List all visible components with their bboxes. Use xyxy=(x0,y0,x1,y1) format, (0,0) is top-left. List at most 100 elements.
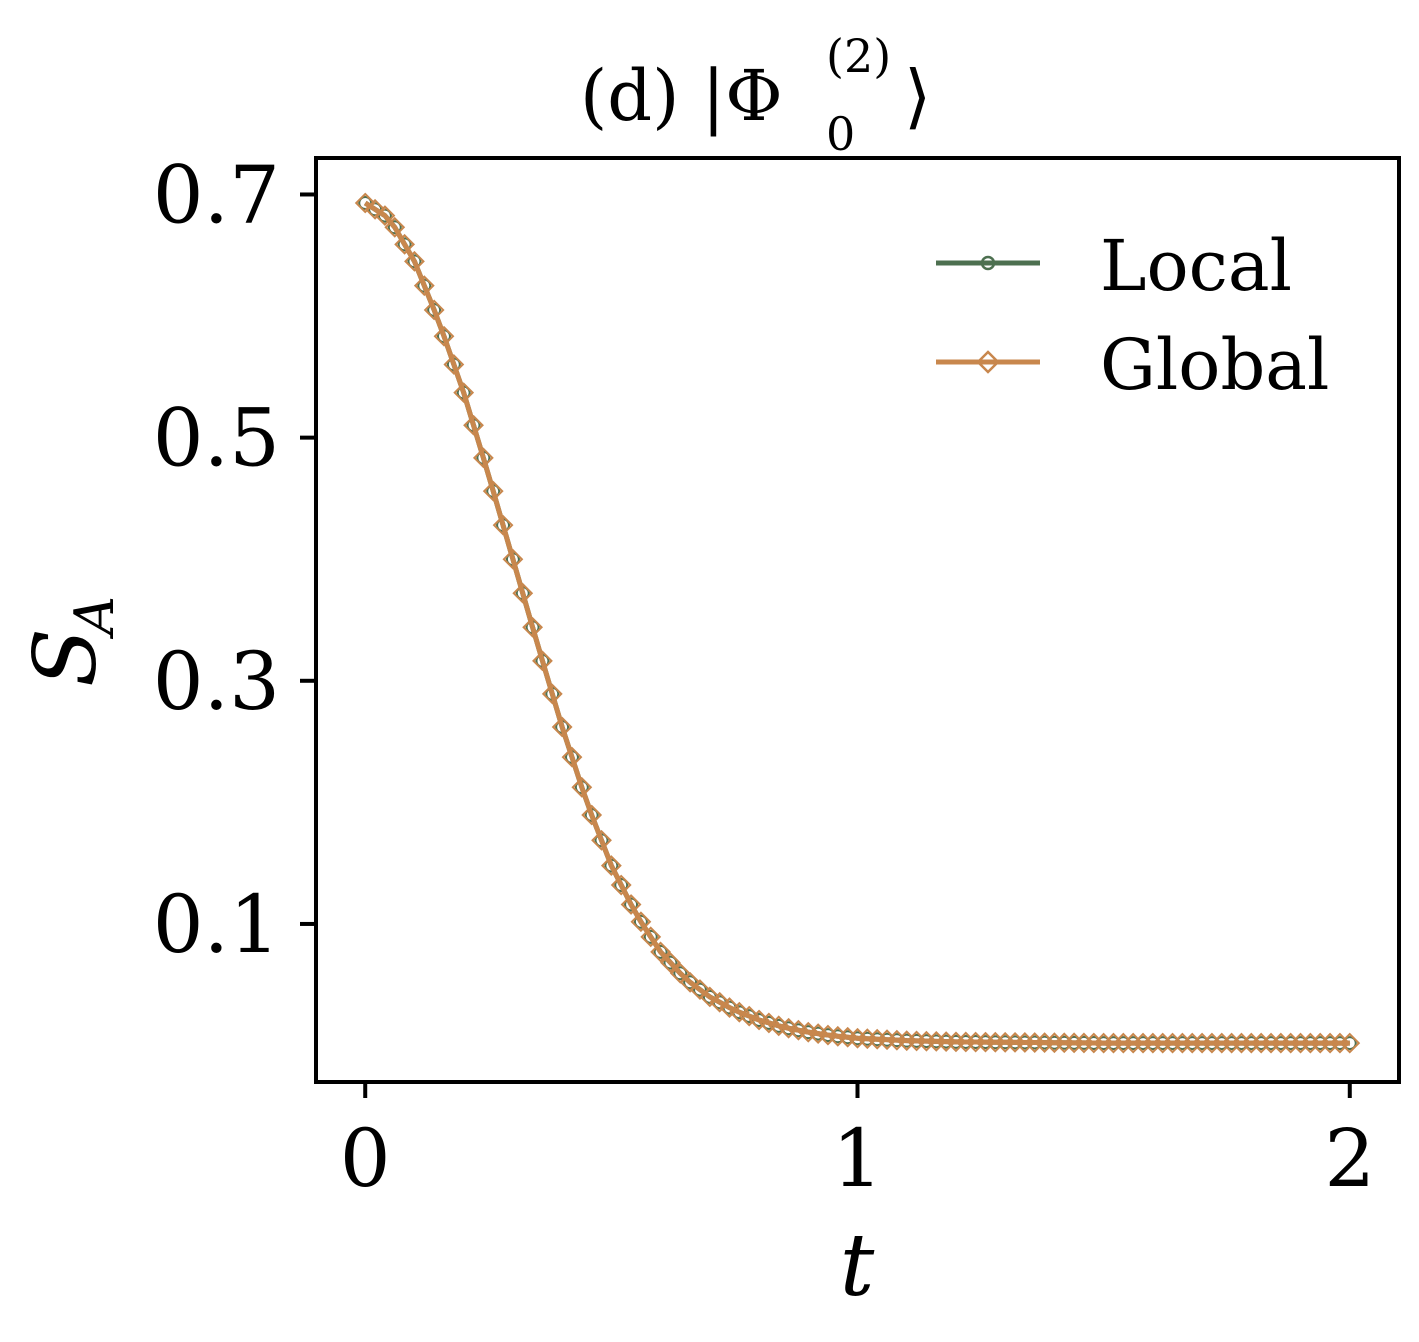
data-point-global xyxy=(364,198,386,220)
data-point-global xyxy=(1339,1032,1361,1054)
data-point-global xyxy=(541,683,563,705)
data-point-global xyxy=(600,855,622,877)
series-layer xyxy=(354,192,1361,1054)
data-point-global xyxy=(522,616,544,638)
data-point-global xyxy=(463,414,484,436)
data-point-global xyxy=(1171,1032,1193,1054)
data-point-global xyxy=(709,991,731,1013)
data-point-global xyxy=(1309,1032,1331,1054)
data-point-global xyxy=(1181,1032,1203,1054)
chart-title-superscript: (2) xyxy=(826,29,891,83)
y-axis-label: S A xyxy=(16,596,126,687)
data-point-global xyxy=(689,979,711,1001)
data-point-global xyxy=(1152,1032,1174,1054)
data-point-global xyxy=(610,874,632,896)
data-point-global xyxy=(650,941,672,963)
data-point-global xyxy=(955,1031,977,1053)
data-point-global xyxy=(404,250,425,272)
x-axis-ticks: 0 1 2 xyxy=(340,1082,1375,1205)
data-point-global xyxy=(679,971,701,993)
data-point-global xyxy=(394,233,416,255)
legend-marker-global xyxy=(976,350,1000,374)
legend-item-local: Local xyxy=(936,225,1292,307)
data-point-global xyxy=(1122,1032,1144,1054)
data-point-global xyxy=(1103,1032,1124,1054)
data-point-global xyxy=(1162,1032,1183,1054)
data-point-global xyxy=(1024,1032,1046,1053)
data-point-global xyxy=(1329,1032,1351,1054)
data-point-global xyxy=(1290,1032,1311,1054)
data-point-global xyxy=(443,354,465,375)
y-tick-label: 0.1 xyxy=(153,878,280,971)
data-point-global xyxy=(532,650,553,672)
data-point-global xyxy=(896,1030,918,1052)
x-tick-label: 1 xyxy=(832,1112,883,1205)
data-point-global xyxy=(1201,1032,1223,1054)
data-point-global xyxy=(374,205,396,227)
data-point-global xyxy=(620,894,642,915)
data-point-global xyxy=(1299,1032,1321,1054)
data-point-global xyxy=(453,382,475,404)
data-point-global xyxy=(856,1028,878,1050)
data-point-global xyxy=(561,746,583,768)
data-point-global xyxy=(1142,1032,1164,1054)
data-point-global xyxy=(965,1031,987,1053)
data-point-global xyxy=(699,986,721,1008)
legend-marker-local xyxy=(980,255,996,271)
data-point-global xyxy=(1260,1032,1282,1054)
data-point-global xyxy=(354,192,376,214)
chart-title-prefix: (d) |Φ xyxy=(580,55,783,137)
data-point-global xyxy=(482,480,504,502)
data-point-global xyxy=(1280,1032,1302,1054)
data-point-global xyxy=(738,1005,760,1027)
data-point-global xyxy=(1063,1032,1085,1054)
data-point-global xyxy=(423,299,445,321)
data-point-global xyxy=(719,997,740,1019)
data-point-global xyxy=(1083,1032,1105,1054)
data-point-global xyxy=(1240,1032,1262,1054)
legend: Local Global xyxy=(936,225,1329,406)
y-axis-label-main: S xyxy=(16,628,116,687)
y-tick-label: 0.3 xyxy=(153,635,280,728)
data-point-global xyxy=(571,776,593,798)
data-point-global xyxy=(630,911,652,933)
data-point-global xyxy=(1053,1032,1075,1054)
data-point-global xyxy=(1211,1032,1233,1054)
data-point-global xyxy=(1191,1032,1213,1054)
data-point-global xyxy=(1073,1032,1095,1054)
data-point-global xyxy=(492,514,514,536)
legend-label-global: Global xyxy=(1100,324,1329,406)
data-point-global xyxy=(433,325,455,347)
data-point-global xyxy=(906,1030,927,1052)
data-point-global xyxy=(847,1027,868,1049)
data-point-global xyxy=(916,1030,937,1052)
data-point-local xyxy=(653,944,668,959)
data-point-global xyxy=(925,1030,947,1052)
data-point-global xyxy=(1221,1032,1243,1054)
data-point-global xyxy=(472,447,494,469)
data-point-global xyxy=(1014,1032,1036,1053)
data-point-global xyxy=(384,216,406,238)
data-point-local xyxy=(673,966,688,981)
data-point-global xyxy=(935,1031,957,1053)
legend-label-local: Local xyxy=(1100,225,1292,307)
data-point-local xyxy=(633,914,648,929)
y-axis-label-subscript: A xyxy=(63,596,126,640)
data-point-global xyxy=(1319,1032,1341,1054)
data-point-global xyxy=(551,716,573,738)
data-point-global xyxy=(1270,1032,1292,1054)
data-point-global xyxy=(1231,1032,1252,1054)
data-point-local xyxy=(683,975,698,990)
data-point-global xyxy=(1093,1032,1115,1054)
data-point-global xyxy=(876,1029,898,1051)
data-point-global xyxy=(1043,1032,1065,1054)
data-point-local xyxy=(614,878,629,893)
data-point-global xyxy=(512,582,534,604)
data-point-global xyxy=(728,1001,750,1023)
data-point-local xyxy=(663,955,678,970)
data-point-global xyxy=(591,829,612,851)
series-global xyxy=(354,192,1361,1054)
data-point-global xyxy=(1250,1032,1272,1054)
x-tick-label: 0 xyxy=(340,1112,391,1205)
